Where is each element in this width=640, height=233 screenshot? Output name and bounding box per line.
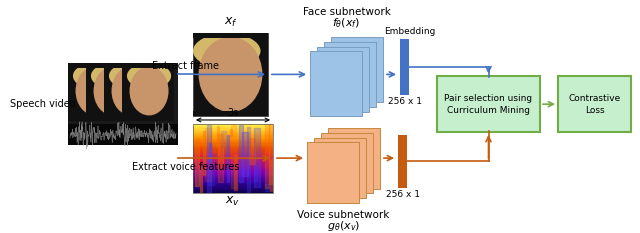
Text: Contrastive
Loss: Contrastive Loss xyxy=(568,94,621,115)
Text: $f_{\theta}(x_f)$: $f_{\theta}(x_f)$ xyxy=(332,17,361,30)
Bar xyxy=(104,63,156,121)
Bar xyxy=(321,133,373,193)
Text: Face subnetwork: Face subnetwork xyxy=(303,7,390,17)
Text: Speech video: Speech video xyxy=(10,99,76,109)
Bar xyxy=(193,33,268,116)
Bar xyxy=(307,142,359,203)
Text: 3s: 3s xyxy=(227,108,239,118)
Text: Embedding: Embedding xyxy=(384,27,435,36)
Text: Extract frame: Extract frame xyxy=(152,61,219,71)
Bar xyxy=(558,76,631,132)
Bar xyxy=(122,63,174,68)
Ellipse shape xyxy=(93,66,132,115)
Bar xyxy=(317,47,369,112)
Bar xyxy=(104,63,156,68)
Bar xyxy=(68,63,178,145)
Bar xyxy=(400,39,409,95)
Bar xyxy=(122,63,174,121)
Text: 256 x 1: 256 x 1 xyxy=(385,190,419,199)
Ellipse shape xyxy=(129,66,168,115)
Bar xyxy=(314,138,366,198)
Ellipse shape xyxy=(198,37,262,112)
Text: $g_{\theta}(x_v)$: $g_{\theta}(x_v)$ xyxy=(327,219,360,233)
Bar xyxy=(193,33,268,38)
Ellipse shape xyxy=(91,63,135,89)
Bar xyxy=(86,63,138,68)
Bar xyxy=(68,63,120,68)
Text: Pair selection using
Curriculum Mining: Pair selection using Curriculum Mining xyxy=(444,94,532,115)
Bar xyxy=(310,51,362,116)
Bar xyxy=(68,124,178,145)
Ellipse shape xyxy=(193,33,260,69)
Ellipse shape xyxy=(76,66,115,115)
Ellipse shape xyxy=(73,63,117,89)
Text: 256 x 1: 256 x 1 xyxy=(387,97,422,106)
Ellipse shape xyxy=(109,63,153,89)
Bar xyxy=(437,76,540,132)
Text: Voice subnetwork: Voice subnetwork xyxy=(298,210,390,220)
Bar xyxy=(328,128,380,189)
Text: $x_f$: $x_f$ xyxy=(223,16,237,29)
Bar xyxy=(86,63,138,121)
Text: $x_v$: $x_v$ xyxy=(225,195,241,208)
Bar xyxy=(324,42,376,107)
Bar xyxy=(68,63,120,121)
Bar xyxy=(193,124,273,193)
Bar xyxy=(193,111,268,116)
Bar xyxy=(398,135,407,188)
Text: Extract voice features: Extract voice features xyxy=(132,162,239,172)
Ellipse shape xyxy=(127,63,171,89)
Ellipse shape xyxy=(111,66,150,115)
Bar xyxy=(331,37,383,102)
